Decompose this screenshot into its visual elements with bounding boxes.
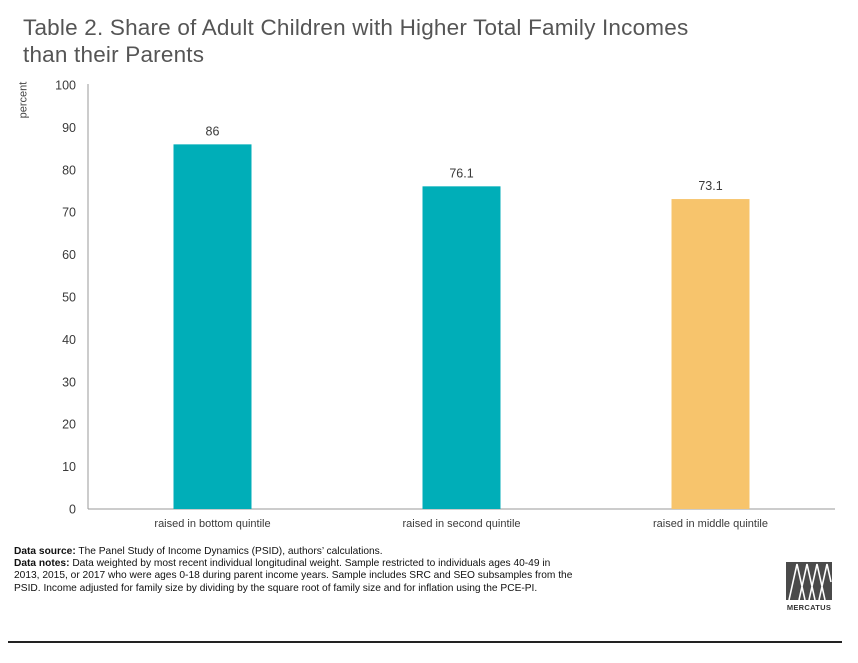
bottom-rule bbox=[8, 641, 842, 643]
data-notes-line: Data notes: Data weighted by most recent… bbox=[14, 558, 574, 595]
category-label: raised in second quintile bbox=[402, 518, 520, 530]
bar bbox=[671, 199, 750, 509]
data-label: 86 bbox=[206, 124, 220, 138]
bar bbox=[422, 186, 501, 509]
y-tick-label: 90 bbox=[62, 121, 76, 135]
bar bbox=[173, 144, 252, 510]
data-labels: 86 76.1 73.1 bbox=[206, 124, 723, 193]
data-notes: Data source: The Panel Study of Income D… bbox=[14, 546, 574, 595]
mercatus-logo-text: MERCATUS bbox=[786, 603, 832, 612]
y-tick-label: 50 bbox=[62, 291, 76, 305]
category-labels: raised in bottom quintile raised in secon… bbox=[154, 518, 768, 530]
bar-chart: 0 10 20 30 40 50 60 70 80 90 100 86 76.1 73.1 raised… bbox=[55, 79, 835, 530]
y-tick-label: 80 bbox=[62, 163, 76, 177]
y-tick-label: 100 bbox=[55, 79, 76, 93]
y-axis-ticks: 0 10 20 30 40 50 60 70 80 90 100 bbox=[55, 79, 76, 517]
data-label: 73.1 bbox=[698, 179, 722, 193]
data-source-line: Data source: The Panel Study of Income D… bbox=[14, 546, 574, 558]
y-tick-label: 20 bbox=[62, 418, 76, 432]
y-tick-label: 40 bbox=[62, 333, 76, 347]
category-label: raised in bottom quintile bbox=[154, 518, 270, 530]
data-label: 76.1 bbox=[449, 166, 473, 180]
y-tick-label: 60 bbox=[62, 248, 76, 262]
data-source-label: Data source: bbox=[14, 546, 76, 557]
category-label: raised in middle quintile bbox=[653, 518, 768, 530]
data-notes-text: Data weighted by most recent individual … bbox=[14, 558, 573, 594]
y-tick-label: 10 bbox=[62, 460, 76, 474]
mercatus-logo-icon bbox=[786, 562, 832, 601]
data-source-text: The Panel Study of Income Dynamics (PSID… bbox=[75, 546, 383, 557]
bars bbox=[173, 144, 750, 510]
y-tick-label: 0 bbox=[69, 503, 76, 517]
y-tick-label: 30 bbox=[62, 375, 76, 389]
data-notes-label: Data notes: bbox=[14, 558, 70, 570]
chart-title: Table 2. Share of Adult Children with Hi… bbox=[23, 15, 689, 67]
y-tick-label: 70 bbox=[62, 206, 76, 220]
